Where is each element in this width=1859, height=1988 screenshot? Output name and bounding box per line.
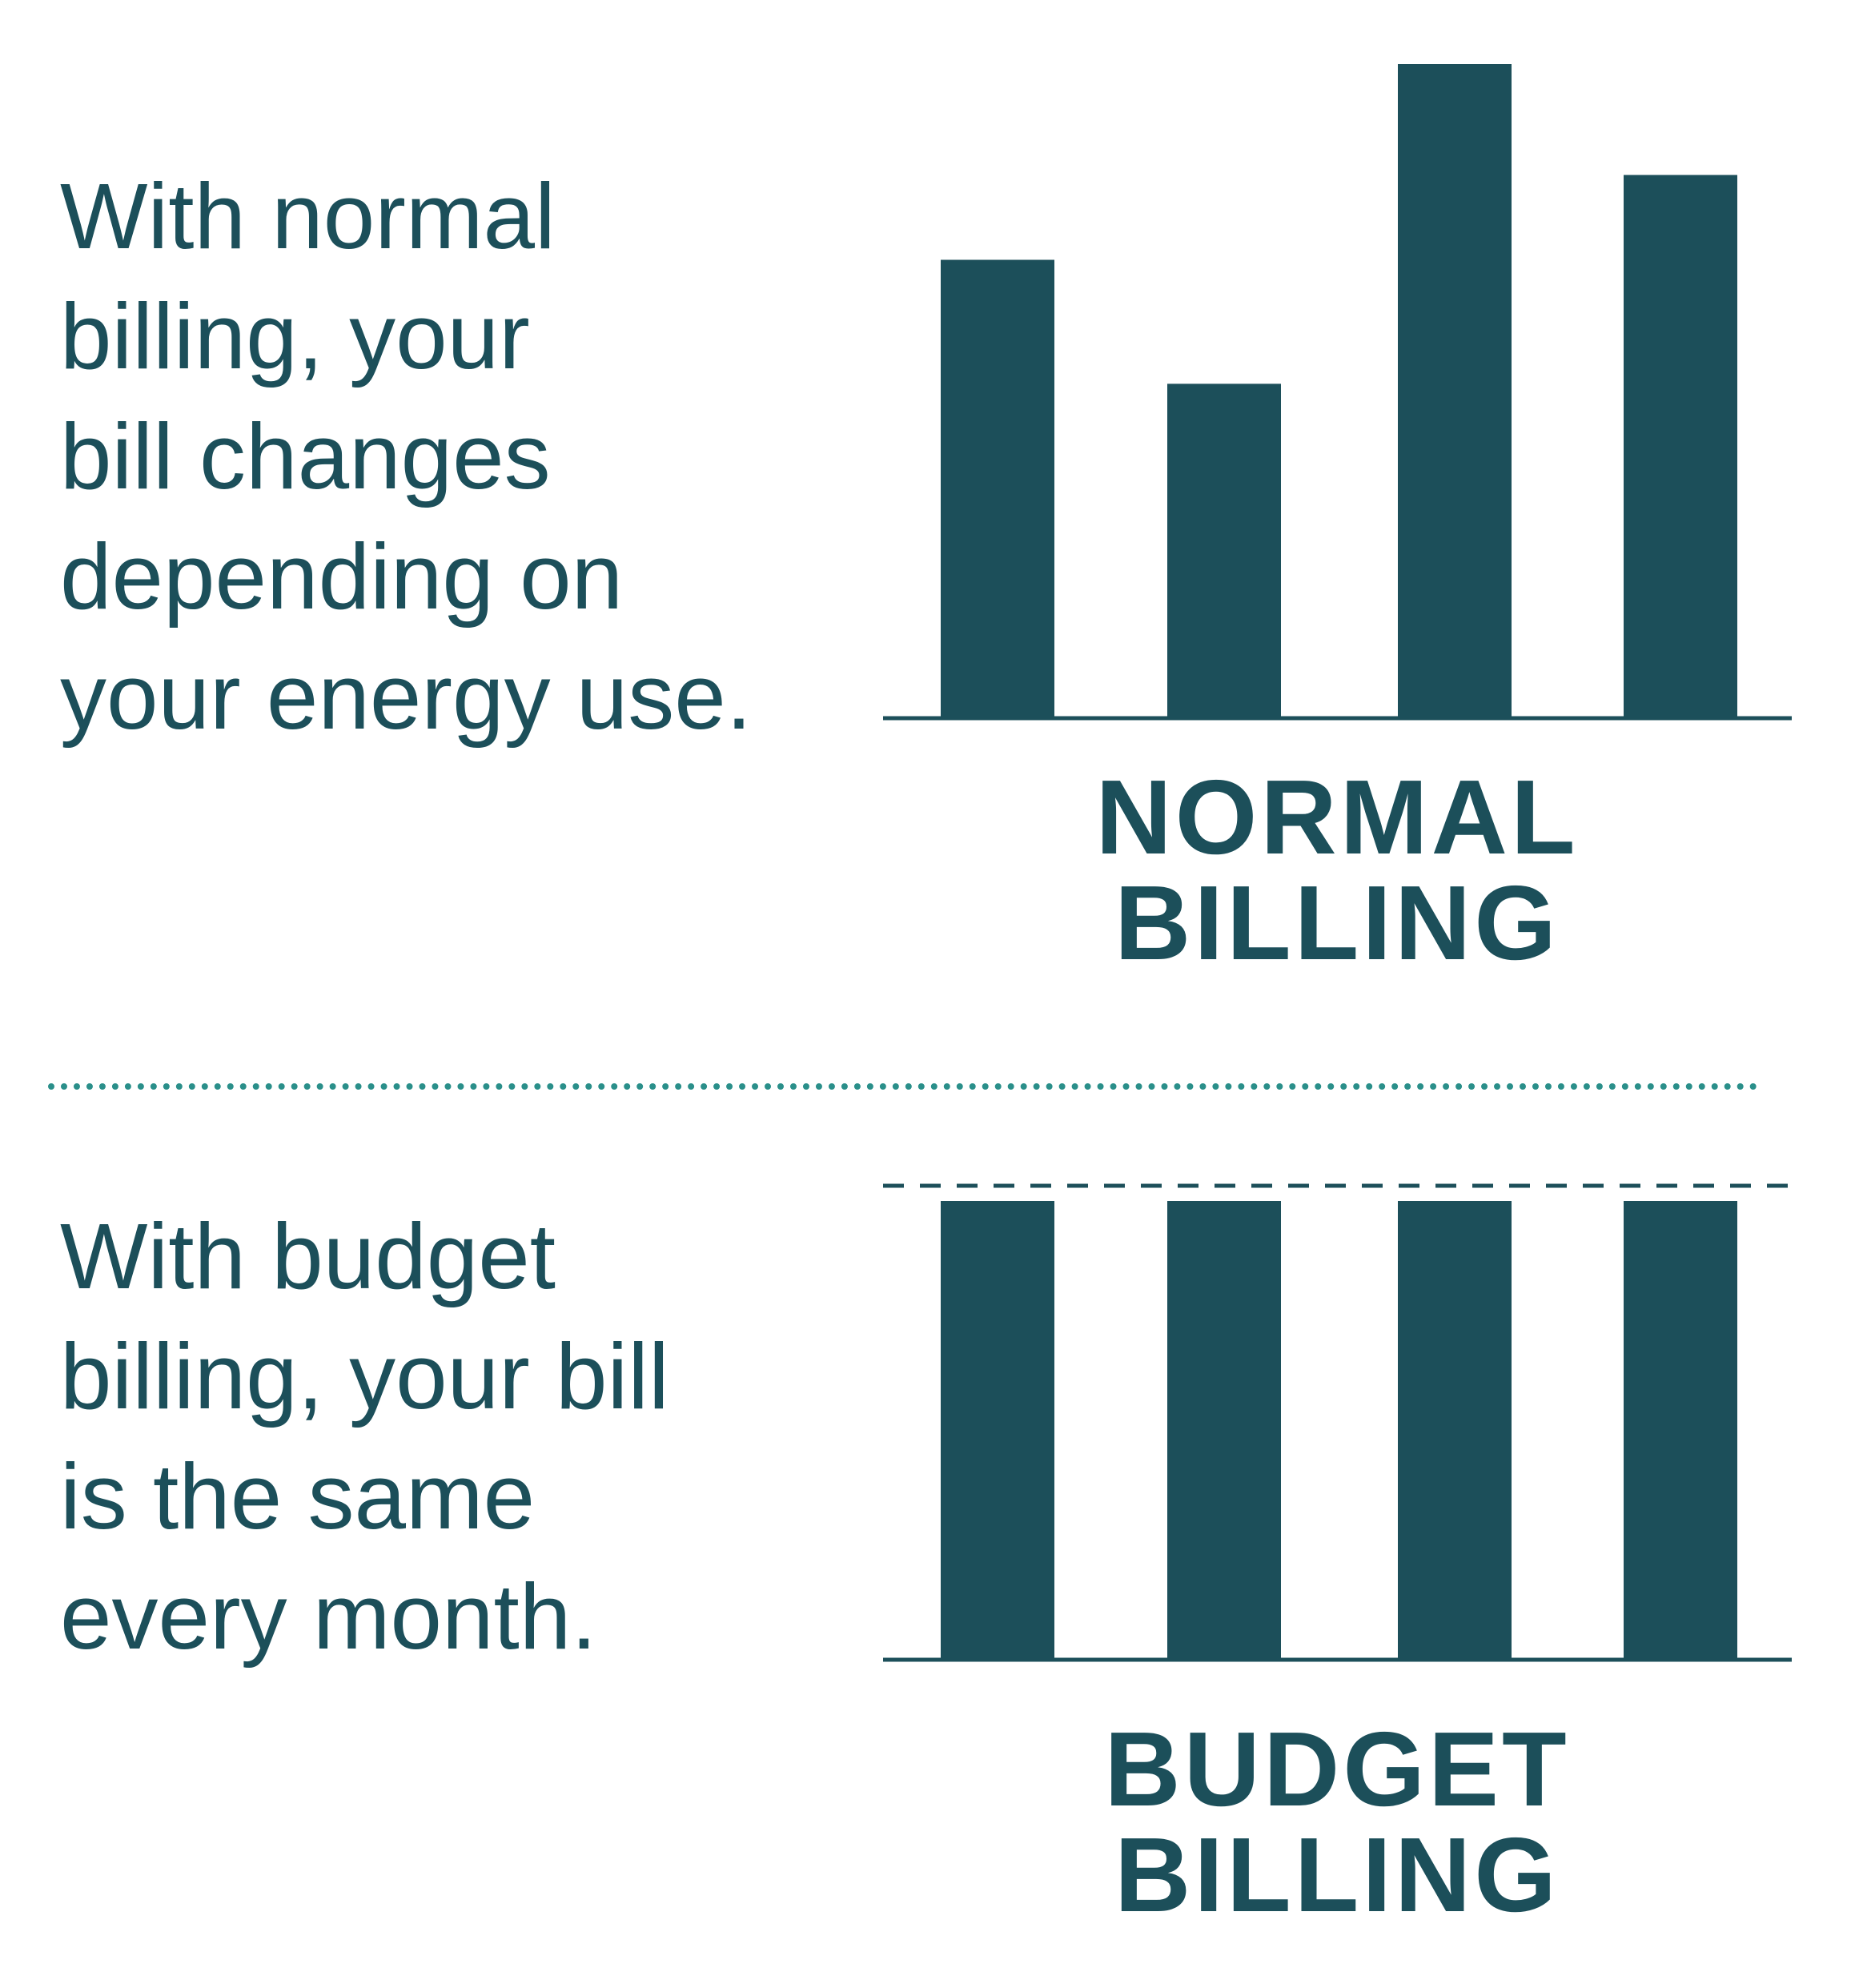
description-line: With budget — [60, 1204, 556, 1308]
description-line: With normal — [60, 164, 556, 268]
description-line: every month. — [60, 1564, 597, 1669]
bar-1 — [941, 1201, 1054, 1658]
section-divider — [48, 1083, 1757, 1090]
bar-3 — [1398, 1201, 1512, 1658]
budget-billing-title: BUDGET BILLING — [881, 1717, 1793, 1928]
title-line: BILLING — [1114, 1816, 1560, 1934]
description-line: is the same — [60, 1444, 536, 1548]
description-line: depending on — [60, 524, 624, 629]
description-line: your energy use. — [60, 645, 753, 749]
title-line: NORMAL — [1095, 758, 1579, 876]
bar-2 — [1167, 384, 1281, 717]
bar-4 — [1624, 1201, 1737, 1658]
description-line: bill changes — [60, 404, 551, 508]
bar-4 — [1624, 175, 1737, 717]
budget-billing-description: With budget billing, your bill is the sa… — [60, 1196, 669, 1677]
budget-billing-chart — [883, 1183, 1792, 1662]
description-line: billing, your — [60, 284, 530, 388]
normal-billing-description: With normal billing, your bill changes d… — [60, 156, 752, 757]
normal-billing-chart — [883, 64, 1792, 721]
normal-billing-title: NORMAL BILLING — [881, 765, 1793, 976]
bar-1 — [941, 259, 1054, 717]
bar-3 — [1398, 64, 1512, 717]
title-line: BILLING — [1114, 864, 1560, 982]
bar-2 — [1167, 1201, 1281, 1658]
description-line: billing, your bill — [60, 1324, 669, 1428]
title-line: BUDGET — [1104, 1710, 1570, 1828]
